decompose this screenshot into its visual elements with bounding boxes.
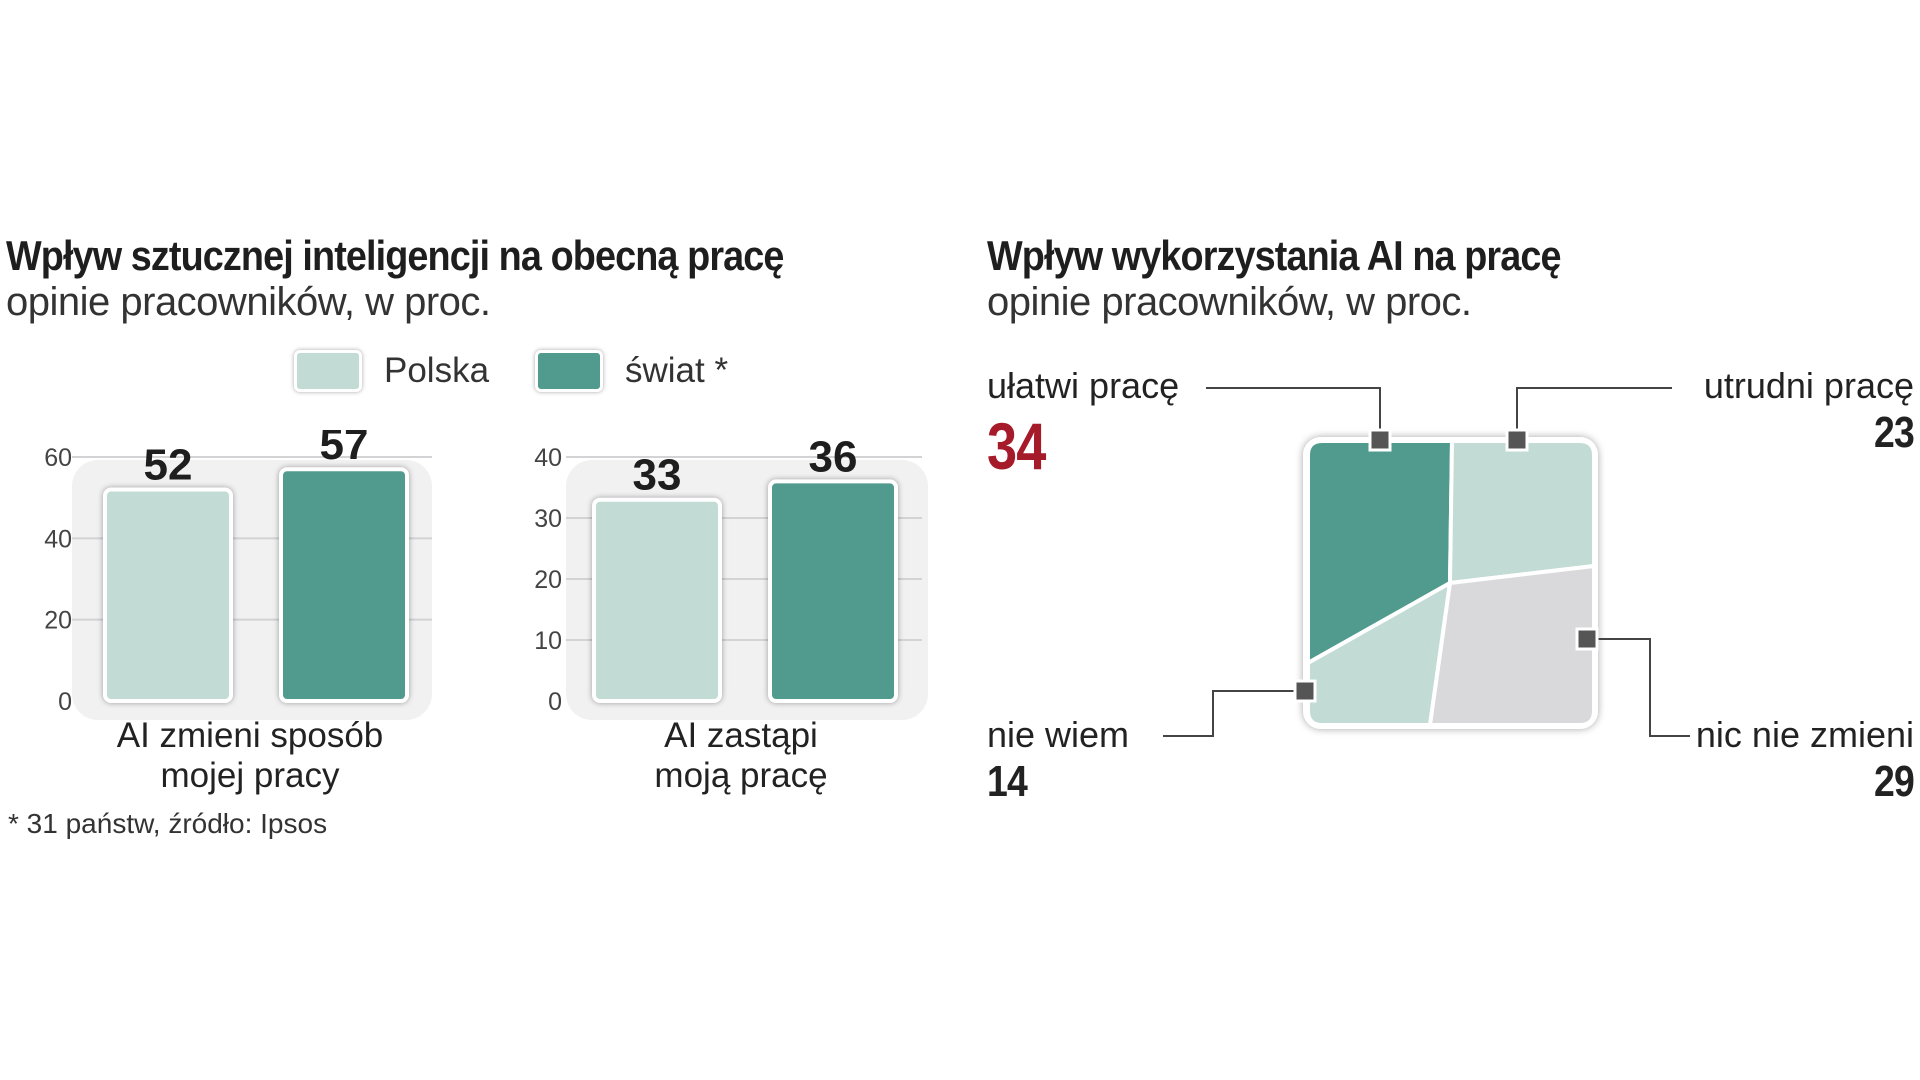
marker-nic-nie-zmieni	[1575, 627, 1599, 651]
category-label-1-line1: AI zmieni sposób	[116, 716, 384, 755]
chart-1-y-tick-label: 40	[44, 525, 72, 553]
marker-utrudni	[1505, 428, 1529, 452]
chart-1-y-tick-label: 0	[58, 688, 72, 716]
left-title: Wpływ sztucznej inteligencji na obecną p…	[6, 232, 784, 279]
callout-ulatwi-label: ułatwi pracę	[987, 365, 1180, 406]
chart-2-y-tick-label: 0	[548, 688, 562, 716]
bar-charts: 0 20 40 60 52 57 0 10 20 30 40 33 36	[44, 430, 928, 720]
chart-2-value-label: 36	[809, 432, 858, 481]
legend-swatch-swiat	[535, 350, 603, 392]
chart-1-value-label: 52	[144, 441, 193, 490]
legend-polska: Polska	[294, 350, 489, 392]
chart-1-value-label: 57	[320, 430, 369, 469]
callout-utrudni-label: utrudni pracę	[1703, 365, 1914, 406]
legend-swiat: świat *	[535, 350, 728, 392]
chart-2-y-tick-label: 40	[534, 444, 562, 472]
leader-line-utrudni	[1516, 387, 1672, 438]
chart-1-bar-swiat	[279, 467, 409, 704]
callout-nic-nie-zmieni-value: 29	[1874, 757, 1915, 806]
legend-swatch-polska	[294, 350, 362, 392]
left-subtitle: opinie pracowników, w proc.	[6, 280, 491, 324]
callout-ulatwi-value: 34	[987, 409, 1046, 483]
category-label-2: AI zastąpi moją pracę	[541, 716, 941, 796]
category-label-2-line1: AI zastąpi	[664, 716, 818, 755]
chart-2-bar-swiat	[768, 479, 898, 704]
marker-nie-wiem	[1293, 679, 1317, 703]
leader-line-nie-wiem	[1163, 690, 1305, 737]
category-label-1-line2: mojej pracy	[160, 756, 340, 795]
category-label-1: AI zmieni sposób mojej pracy	[50, 716, 450, 796]
callout-nic-nie-zmieni-label: nic nie zmieni	[1695, 714, 1914, 755]
chart-2-y-tick-label: 20	[534, 566, 562, 594]
right-subtitle: opinie pracowników, w proc.	[987, 280, 1472, 324]
right-title: Wpływ wykorzystania AI na pracę	[987, 232, 1562, 279]
callout-nie-wiem-value: 14	[987, 757, 1028, 806]
footnote: * 31 państw, źródło: Ipsos	[8, 808, 328, 839]
callout-utrudni-value: 23	[1874, 408, 1915, 457]
pie-segments	[1306, 439, 1596, 727]
chart-2-bar-polska	[592, 497, 722, 703]
leader-line-nic-nie-zmieni	[1587, 638, 1690, 737]
pie-segment-nic-nie-zmieni	[1428, 564, 1596, 727]
chart-2-y-tick-label: 30	[534, 505, 562, 533]
category-label-2-line2: moją pracę	[654, 756, 828, 795]
leader-line-ulatwi	[1206, 387, 1381, 438]
pie-segment-nie-wiem	[1306, 581, 1452, 727]
marker-ulatwi	[1368, 428, 1392, 452]
legend-label-polska: Polska	[384, 351, 490, 390]
chart-1-y-tick-label: 20	[44, 607, 72, 635]
chart-1-bar-polska	[103, 487, 233, 703]
callout-nie-wiem-label: nie wiem	[987, 714, 1130, 755]
pie-segment-utrudni	[1448, 439, 1596, 585]
chart-1-y-tick-label: 60	[44, 444, 72, 472]
chart-2-y-tick-label: 10	[534, 627, 562, 655]
legend-label-swiat: świat *	[625, 351, 729, 390]
chart-2-value-label: 33	[633, 451, 682, 500]
